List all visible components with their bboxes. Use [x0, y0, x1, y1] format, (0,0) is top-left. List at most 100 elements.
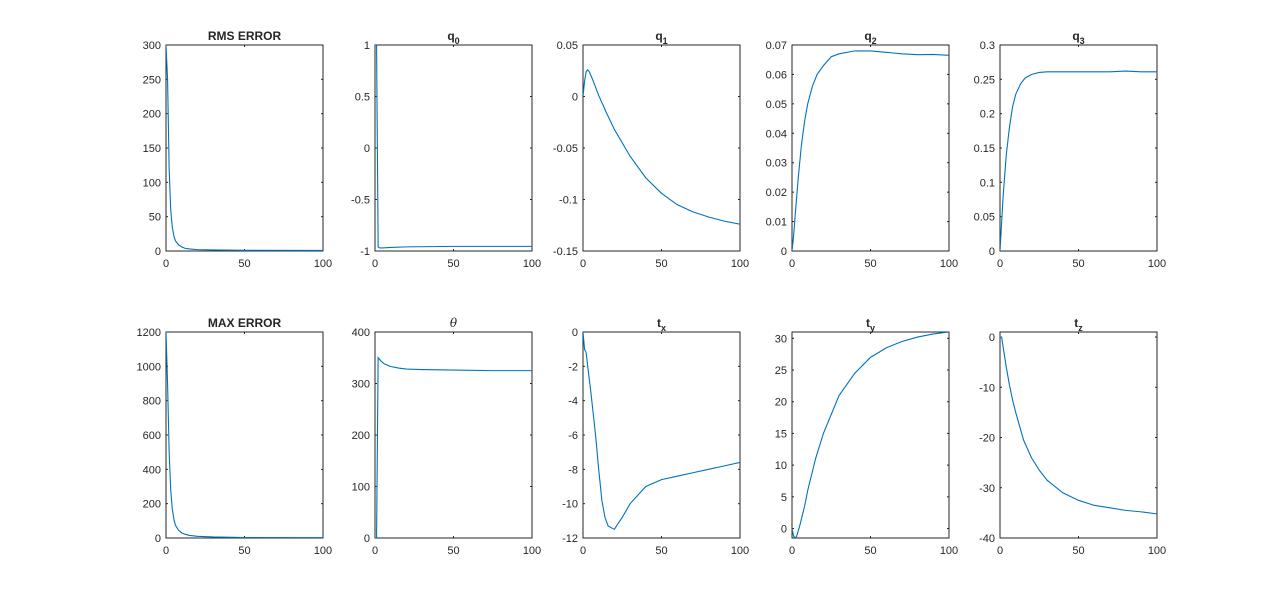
panel-title: q2: [864, 29, 876, 46]
y-tick-label: 200: [143, 499, 161, 511]
y-tick-label: 0.06: [766, 69, 787, 81]
y-tick-label: 0.2: [980, 109, 995, 121]
y-tick-label: 300: [143, 40, 161, 52]
x-tick-label: 0: [580, 258, 586, 270]
y-tick-label: 0: [364, 533, 370, 545]
axes-box: [165, 44, 324, 252]
panel-title: θ: [450, 316, 458, 330]
y-tick-label: -12: [562, 533, 578, 545]
y-tick-label: 0.3: [980, 40, 995, 52]
y-tick-label: -2: [568, 361, 578, 373]
y-tick-label: 0: [989, 332, 995, 344]
y-tick-label: 0.1: [980, 177, 995, 189]
y-tick-label: -40: [979, 533, 995, 545]
y-tick-label: -30: [979, 483, 995, 495]
y-tick-label: 250: [143, 74, 161, 86]
y-tick-label: 1: [364, 40, 370, 52]
panel-title: tz: [1074, 316, 1083, 333]
y-tick-label: -1: [360, 246, 370, 258]
y-tick-label: 0.25: [974, 74, 995, 86]
x-tick-label: 50: [238, 545, 250, 557]
y-tick-label: -0.15: [553, 246, 578, 258]
axes-box: [374, 331, 533, 539]
x-tick-label: 50: [238, 258, 250, 270]
x-tick-label: 0: [163, 545, 169, 557]
y-tick-label: -10: [979, 382, 995, 394]
y-tick-label: 300: [352, 379, 370, 391]
x-tick-label: 0: [997, 545, 1003, 557]
x-tick-label: 50: [864, 545, 876, 557]
axes-box: [374, 44, 533, 252]
series-line: [792, 50, 949, 251]
y-tick-label: 30: [775, 333, 787, 345]
axes-box: [165, 331, 324, 539]
subplot-8: tx 0 50 100 -12 -10 -8 -6 -4 -2 0: [562, 316, 749, 557]
y-tick-label: 600: [143, 430, 161, 442]
y-tick-label: 200: [143, 109, 161, 121]
y-tick-label: 50: [149, 212, 161, 224]
y-tick-label: -0.5: [351, 195, 370, 207]
subplot-1: RMS ERROR 0 50 100 0 50 100 150 200 250 300: [143, 29, 333, 270]
x-tick-label: 50: [1072, 545, 1084, 557]
y-tick-label: 0: [155, 533, 161, 545]
y-tick-label: 150: [143, 143, 161, 155]
y-tick-label: -0.05: [553, 143, 578, 155]
panel-title: q0: [447, 29, 459, 46]
x-tick-label: 50: [447, 545, 459, 557]
series-line: [1000, 336, 1157, 515]
y-tick-label: 0.05: [974, 212, 995, 224]
series-line: [375, 45, 532, 249]
y-tick-label: 800: [143, 396, 161, 408]
x-tick-label: 100: [731, 258, 749, 270]
y-tick-label: 0: [572, 92, 578, 104]
y-tick-label: -0.1: [559, 195, 578, 207]
series-line: [583, 332, 740, 531]
series-line: [1000, 70, 1157, 251]
panel-title: ty: [866, 316, 875, 333]
x-tick-label: 100: [314, 258, 332, 270]
x-tick-label: 0: [580, 545, 586, 557]
x-tick-label: 50: [1072, 258, 1084, 270]
y-tick-label: 0.15: [974, 143, 995, 155]
x-tick-label: 0: [372, 545, 378, 557]
panel-title: RMS ERROR: [208, 29, 282, 43]
y-tick-label: 200: [352, 430, 370, 442]
axes-box: [791, 44, 950, 252]
axes-box: [791, 331, 950, 539]
y-tick-label: 0: [989, 246, 995, 258]
y-tick-label: 100: [352, 482, 370, 494]
x-tick-label: 100: [940, 258, 958, 270]
subplot-10: tz 0 50 100 -40 -30 -20 -10 0: [979, 316, 1166, 557]
panel-title: MAX ERROR: [208, 316, 282, 330]
y-tick-label: -8: [568, 464, 578, 476]
y-tick-label: -6: [568, 430, 578, 442]
x-tick-label: 100: [523, 545, 541, 557]
panel-title: tx: [657, 316, 666, 333]
y-tick-label: -20: [979, 433, 995, 445]
x-tick-label: 100: [940, 545, 958, 557]
series-line: [792, 332, 949, 538]
y-tick-label: 10: [775, 460, 787, 472]
y-tick-label: 0.02: [766, 187, 787, 199]
series-line: [166, 45, 323, 251]
axes-box: [999, 331, 1158, 539]
x-tick-label: 100: [523, 258, 541, 270]
y-tick-label: 0.01: [766, 217, 787, 229]
x-tick-label: 0: [789, 258, 795, 270]
series-line: [375, 356, 532, 538]
axes-box: [999, 44, 1158, 252]
y-tick-label: 25: [775, 365, 787, 377]
y-tick-label: 0.05: [557, 40, 578, 52]
y-tick-label: 0: [781, 246, 787, 258]
x-tick-label: 50: [655, 545, 667, 557]
series-line: [166, 332, 323, 538]
y-tick-label: 0.5: [355, 92, 370, 104]
axes-box: [582, 44, 741, 252]
y-tick-label: -4: [568, 396, 578, 408]
y-tick-label: 15: [775, 428, 787, 440]
x-tick-label: 100: [1148, 258, 1166, 270]
y-tick-label: 0.05: [766, 99, 787, 111]
x-tick-label: 50: [864, 258, 876, 270]
